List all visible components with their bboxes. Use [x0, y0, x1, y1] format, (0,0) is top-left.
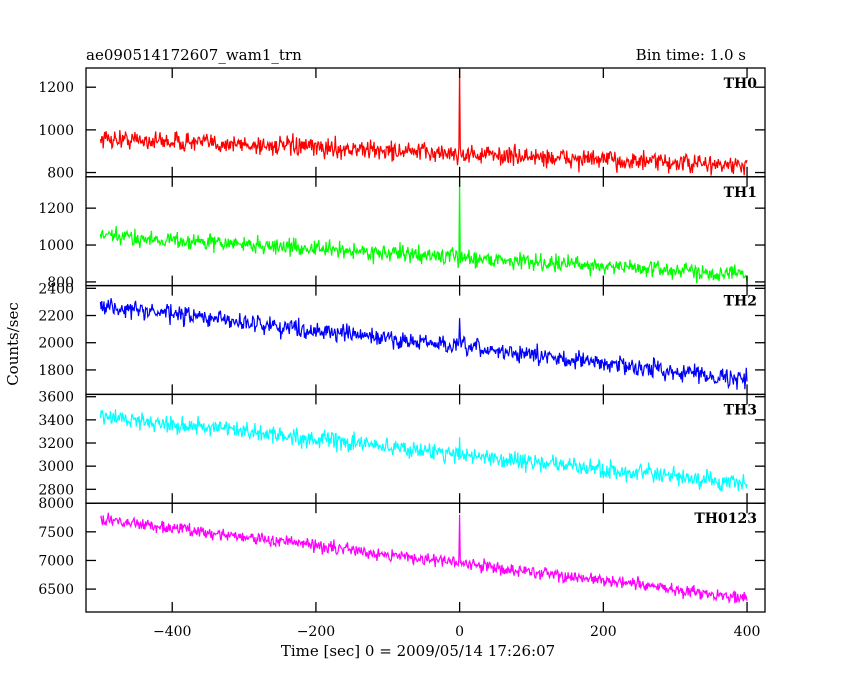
- y-tick-label: 3000: [38, 459, 74, 475]
- series-line-th0: [99, 68, 748, 176]
- panel-th0: 800 1000 1200 TH0: [38, 67, 766, 182]
- bin-time-label: Bin time: 1.0 s: [636, 46, 746, 64]
- y-tick-label: 1200: [38, 201, 74, 217]
- x-tick-label: 400: [734, 624, 761, 640]
- panel-th0123: 6500 7000 7500 8000 TH0123: [38, 496, 766, 613]
- series-line-th2: [99, 298, 748, 390]
- y-tick-label: 7500: [38, 525, 74, 541]
- y-tick-label: 1000: [38, 123, 74, 139]
- series-line-th1: [99, 178, 748, 284]
- x-tick-label: 0: [455, 624, 464, 640]
- y-tick-label: 2000: [38, 336, 74, 352]
- x-tick-labels: −400 −200 0 200 400: [153, 624, 760, 640]
- series-line-th0123: [99, 512, 748, 604]
- y-tick-label: 1200: [38, 80, 74, 96]
- panel-th1: 800 1000 1200 TH1: [38, 176, 766, 291]
- panel-label-th3: TH3: [724, 402, 757, 418]
- panel-th2: 1800 2000 2200 2400 TH2: [38, 281, 766, 396]
- series-line-th3: [99, 409, 748, 492]
- y-tick-label: 3400: [38, 413, 74, 429]
- panel-label-th1: TH1: [724, 185, 757, 201]
- y-tick-label: 1000: [38, 238, 74, 254]
- panel-label-th0: TH0: [724, 76, 758, 92]
- panels: 800 1000 1200 TH0 800 1000 1200 TH1 1800 2000 2200…: [38, 67, 766, 613]
- x-axis-label: Time [sec] 0 = 2009/05/14 17:26:07: [281, 642, 555, 660]
- y-tick-label: 3200: [38, 436, 74, 452]
- panel-frame: [85, 284, 766, 396]
- y-tick-label: 7000: [38, 553, 74, 569]
- panel-frame: [85, 502, 766, 613]
- y-tick-label: 6500: [38, 582, 74, 598]
- y-tick-label: 2400: [38, 281, 74, 297]
- y-tick-label: 3600: [38, 390, 74, 406]
- y-tick-label: 8000: [38, 496, 74, 512]
- y-tick-label: 800: [47, 166, 74, 182]
- panel-frame: [85, 67, 766, 178]
- y-tick-label: 2800: [38, 482, 74, 498]
- x-tick-label: 200: [590, 624, 617, 640]
- panel-label-th2: TH2: [724, 294, 757, 310]
- y-axis-label: Counts/sec: [4, 302, 22, 386]
- x-tick-label: −200: [297, 624, 335, 640]
- chart-title: ae090514172607_wam1_trn: [86, 46, 302, 64]
- x-tick-label: −400: [153, 624, 191, 640]
- panel-label-th0123: TH0123: [694, 511, 757, 527]
- y-tick-label: 2200: [38, 309, 74, 325]
- y-tick-label: 1800: [38, 363, 74, 379]
- y-tick-label: 800: [47, 275, 74, 291]
- panel-th3: 2800 3000 3200 3400 3600 TH3: [38, 390, 766, 504]
